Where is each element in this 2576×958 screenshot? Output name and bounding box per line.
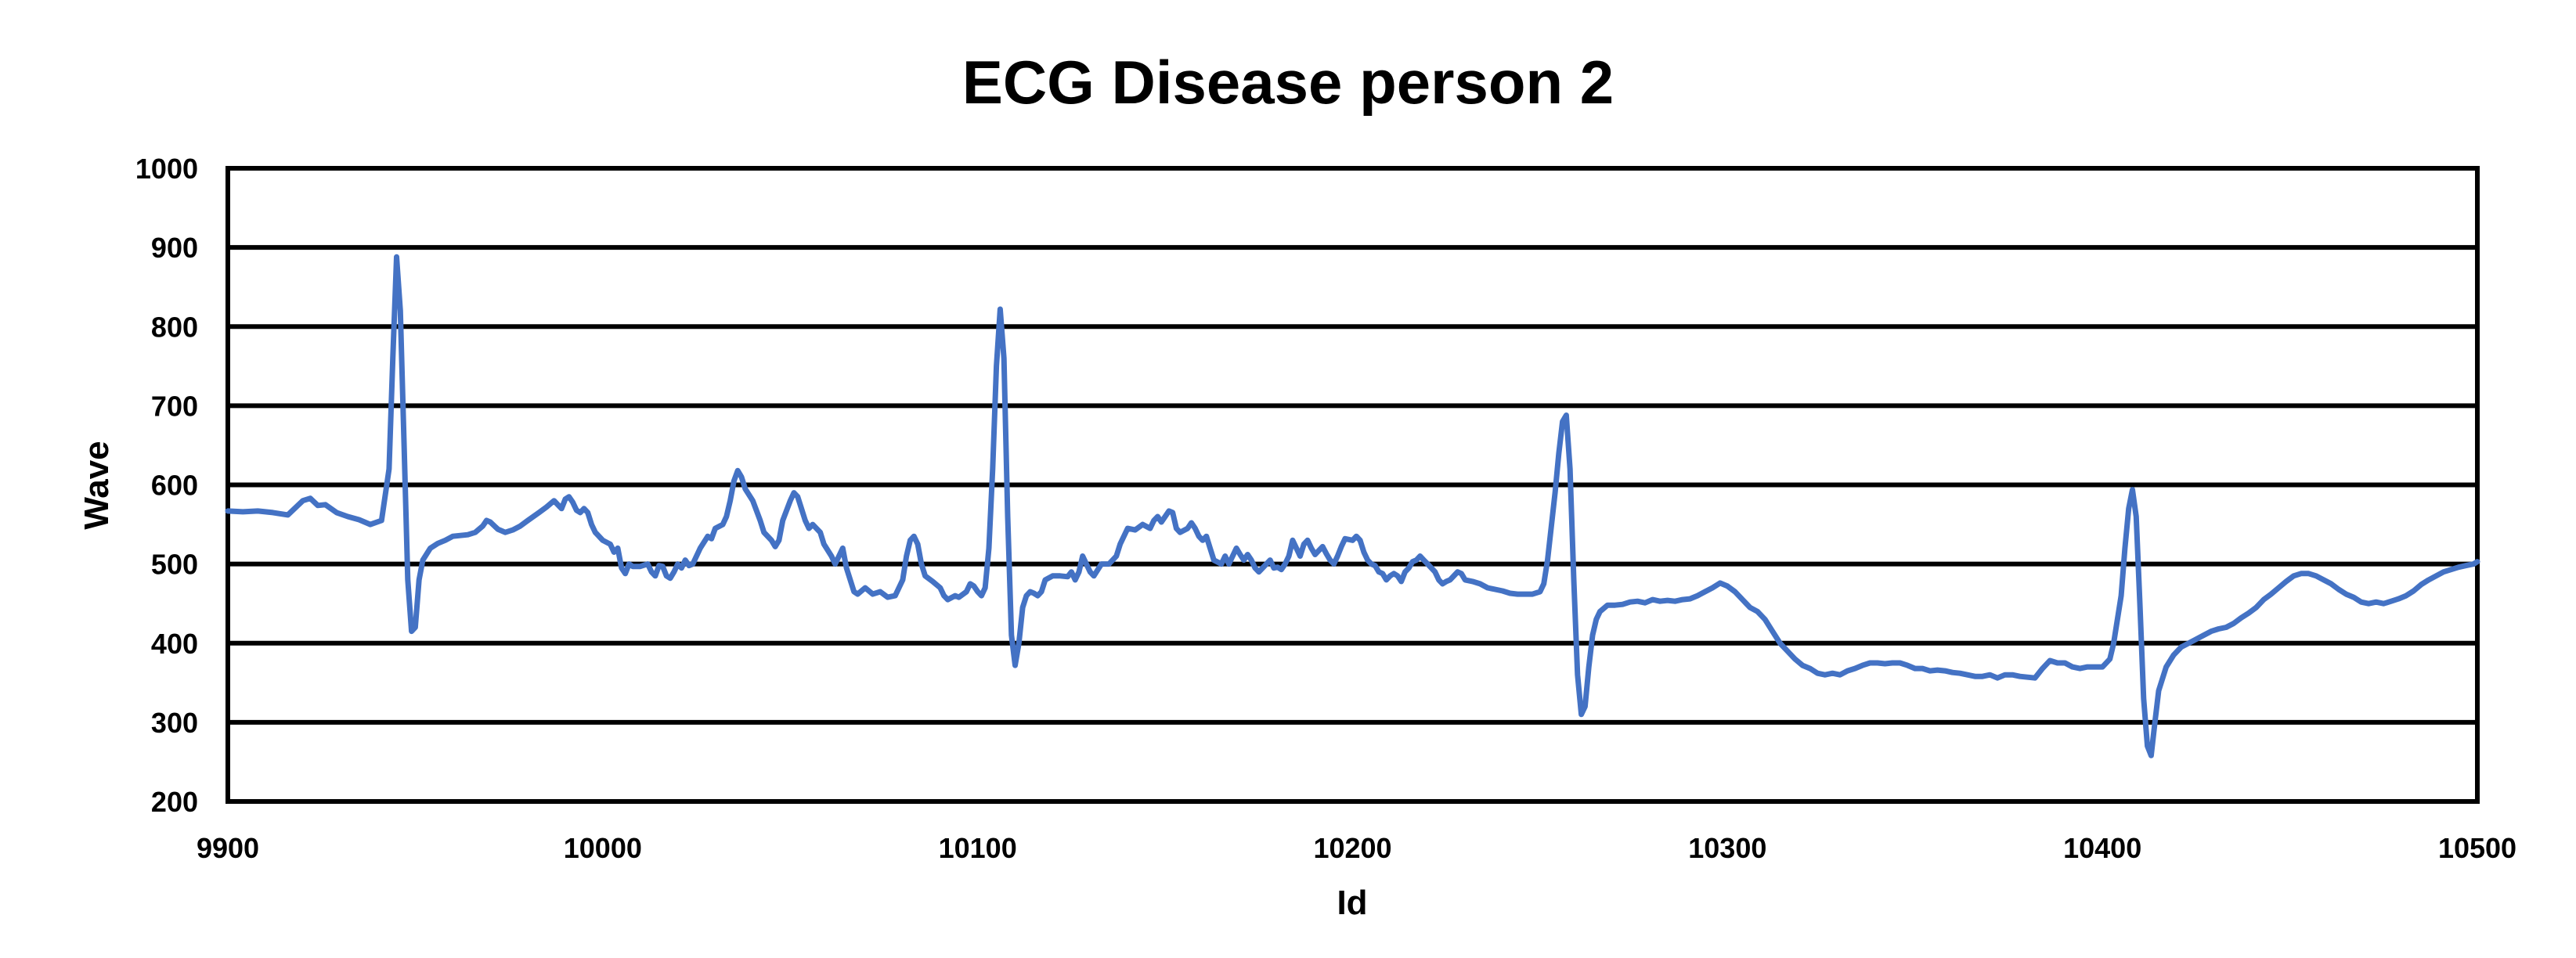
x-axis-label: Id [1337, 884, 1367, 922]
plot-area [225, 166, 2480, 804]
x-tick-label: 10400 [2063, 832, 2141, 864]
y-tick-label: 200 [151, 786, 198, 818]
series-layer [225, 254, 2480, 758]
y-tick-label: 900 [151, 232, 198, 264]
y-tick-label: 700 [151, 390, 198, 422]
y-tick-label: 1000 [135, 153, 198, 185]
y-tick-label: 600 [151, 470, 198, 502]
x-tick-label: 10200 [1313, 832, 1391, 864]
y-tick-label: 500 [151, 549, 198, 581]
y-tick-label: 300 [151, 707, 198, 739]
y-axis-ticks: 200 300 400 500 600 700 800 900 1000 [135, 153, 198, 818]
x-axis-ticks: 9900 10000 10100 10200 10300 10400 10500 [197, 832, 2516, 864]
x-tick-label: 10500 [2438, 832, 2516, 864]
y-tick-label: 800 [151, 311, 198, 343]
x-tick-label: 9900 [197, 832, 259, 864]
y-tick-label: 400 [151, 628, 198, 660]
x-tick-label: 10000 [564, 832, 642, 864]
series-line-0 [225, 254, 2480, 758]
x-tick-label: 10100 [939, 832, 1017, 864]
y-axis-label: Wave [78, 441, 116, 529]
grid-lines [228, 166, 2477, 804]
x-tick-label: 10300 [1688, 832, 1766, 864]
chart-title: ECG Disease person 2 [962, 48, 1614, 117]
